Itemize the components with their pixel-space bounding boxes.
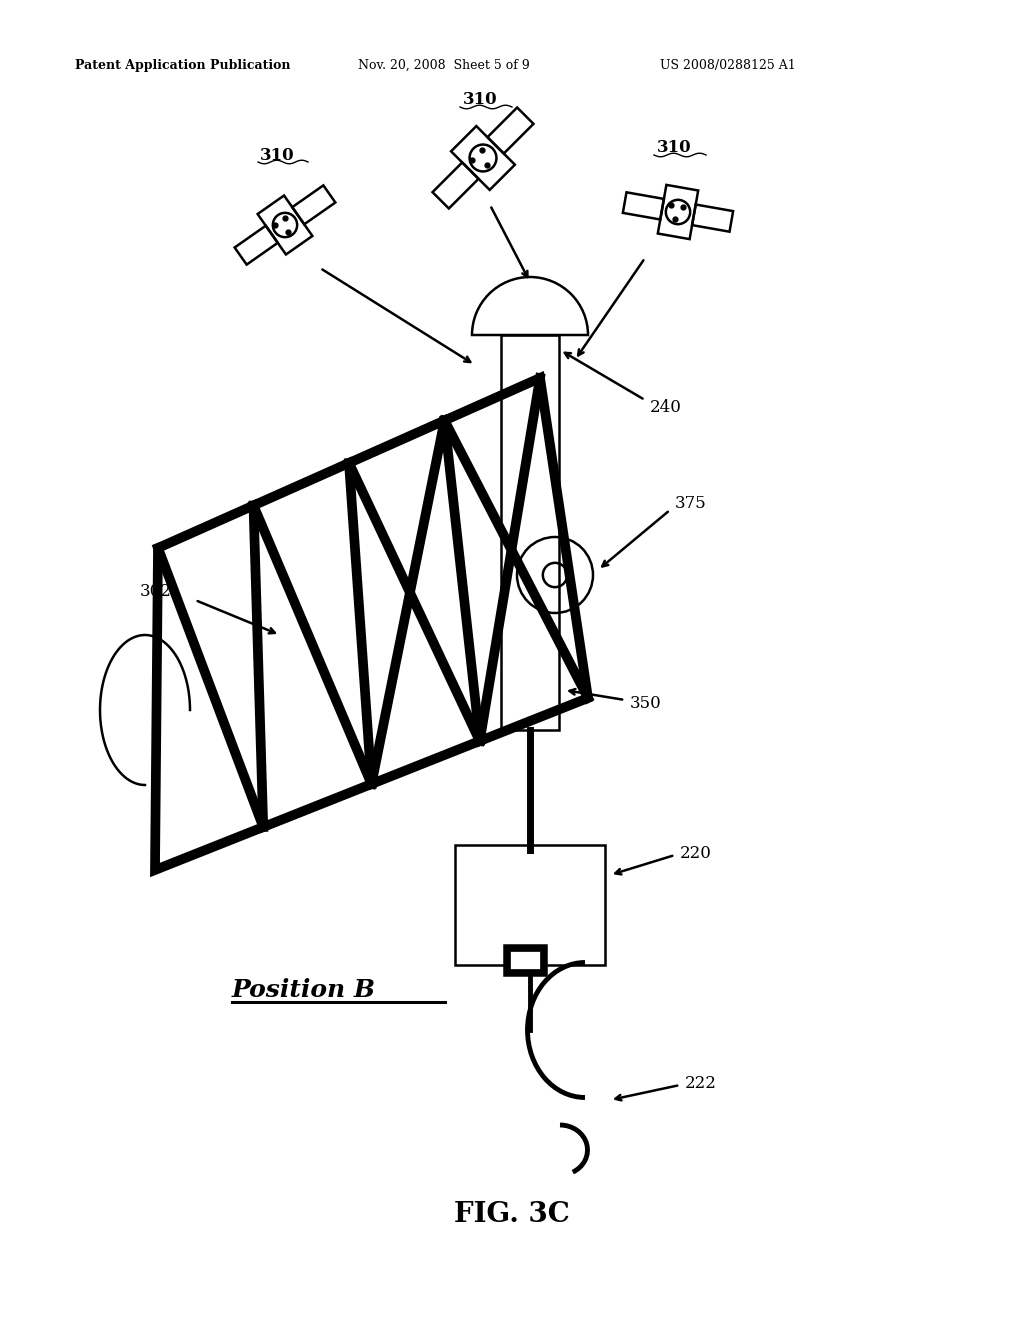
Text: Nov. 20, 2008  Sheet 5 of 9: Nov. 20, 2008 Sheet 5 of 9 [358, 58, 529, 71]
Text: 240: 240 [650, 399, 682, 416]
Text: Patent Application Publication: Patent Application Publication [75, 58, 291, 71]
Text: FIG. 3C: FIG. 3C [454, 1201, 570, 1229]
Text: 350: 350 [630, 694, 662, 711]
Text: 375: 375 [675, 495, 707, 511]
Text: 302: 302 [140, 583, 172, 601]
Polygon shape [504, 945, 546, 975]
Text: 310: 310 [657, 140, 691, 157]
Polygon shape [510, 950, 540, 969]
Text: 220: 220 [680, 845, 712, 862]
Text: 310: 310 [260, 147, 295, 164]
Text: 310: 310 [463, 91, 498, 108]
Text: US 2008/0288125 A1: US 2008/0288125 A1 [660, 58, 796, 71]
Text: Position B: Position B [232, 978, 376, 1002]
Text: 222: 222 [685, 1074, 717, 1092]
